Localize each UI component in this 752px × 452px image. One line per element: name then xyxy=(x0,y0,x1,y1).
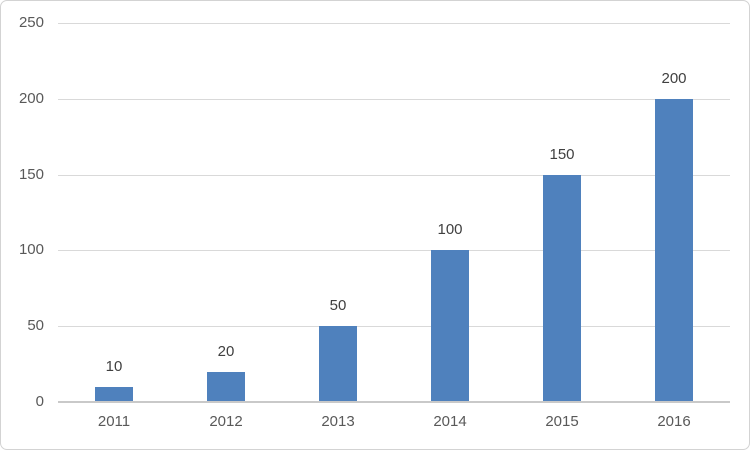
x-tick-label-2014: 2014 xyxy=(433,413,467,430)
bar-2016 xyxy=(655,98,693,402)
gridline-50 xyxy=(58,326,730,328)
bar-value-label-2011: 10 xyxy=(105,357,123,375)
y-tick-label-50: 50 xyxy=(27,317,44,335)
gridline-250 xyxy=(58,23,730,24)
bar-value-label-2012: 20 xyxy=(217,342,235,360)
bar-value-label-2014: 100 xyxy=(437,221,463,239)
x-tick-label-2012: 2012 xyxy=(209,413,243,430)
gridline-150 xyxy=(58,174,730,176)
plot-area xyxy=(58,23,730,403)
bar-2015 xyxy=(543,174,581,402)
gridline-200 xyxy=(58,98,730,100)
gridline-100 xyxy=(58,250,730,252)
x-axis-line xyxy=(58,401,730,403)
x-tick-label-2011: 2011 xyxy=(97,413,131,430)
bar-2013 xyxy=(319,326,357,402)
x-tick-label-2013: 2013 xyxy=(321,413,355,430)
bar-2011 xyxy=(95,386,133,402)
x-tick-label-2016: 2016 xyxy=(657,413,691,430)
y-tick-label-150: 150 xyxy=(18,165,44,183)
x-tick-label-2015: 2015 xyxy=(545,413,579,430)
bar-value-label-2013: 50 xyxy=(329,297,347,315)
bar-2012 xyxy=(207,371,245,402)
bar-2014 xyxy=(431,250,469,402)
y-tick-label-0: 0 xyxy=(35,393,44,410)
bar-value-label-2016: 200 xyxy=(661,69,687,87)
y-tick-label-100: 100 xyxy=(18,241,44,259)
bar-value-label-2015: 150 xyxy=(549,145,575,163)
y-tick-label-200: 200 xyxy=(18,89,44,107)
y-tick-label-250: 250 xyxy=(18,14,44,31)
